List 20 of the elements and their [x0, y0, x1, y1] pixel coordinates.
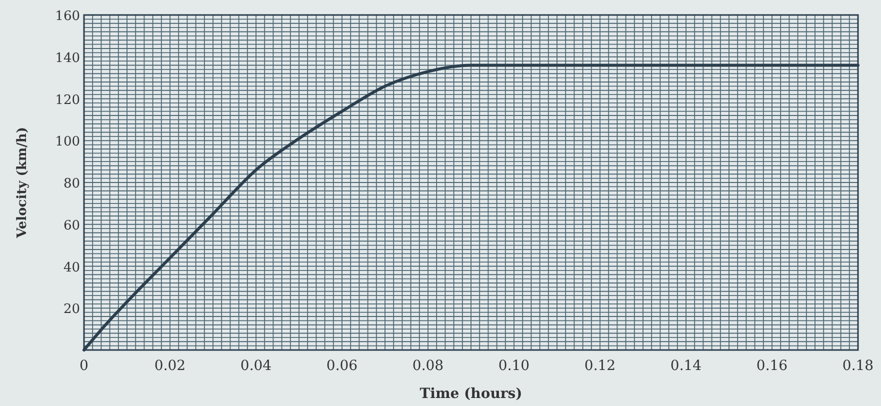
x-tick-label: 0.12	[584, 358, 616, 374]
x-tick-label: 0.08	[412, 358, 444, 374]
y-tick-label: 120	[55, 92, 80, 108]
y-tick-label: 20	[63, 302, 80, 318]
x-tick-label: 0	[80, 358, 88, 374]
x-tick-label: 0.18	[842, 358, 874, 374]
y-tick-label: 40	[63, 260, 80, 276]
x-axis-title: Time (hours)	[420, 386, 522, 402]
x-tick-label: 0.02	[154, 358, 186, 374]
x-tick-label: 0.14	[670, 358, 702, 374]
y-tick-label: 80	[63, 176, 80, 192]
y-tick-label: 160	[55, 9, 80, 24]
y-axis-title: Velocity (km/h)	[15, 127, 30, 239]
x-tick-label: 0.04	[240, 358, 272, 374]
x-tick-label: 0.10	[498, 358, 530, 374]
y-tick-label: 140	[55, 50, 80, 66]
y-tick-label: 100	[55, 134, 80, 150]
x-tick-label: 0.16	[756, 358, 788, 374]
y-tick-label: 60	[63, 218, 80, 234]
x-tick-label: 0.06	[326, 358, 358, 374]
